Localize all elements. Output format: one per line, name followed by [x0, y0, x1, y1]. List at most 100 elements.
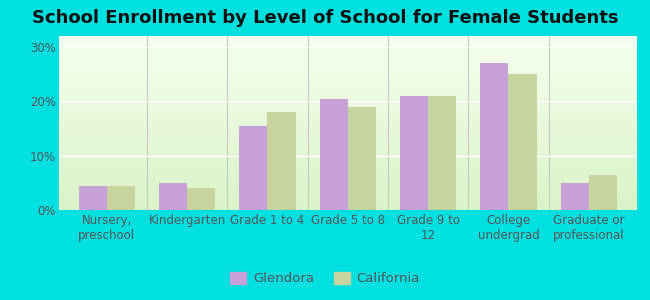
- Bar: [58, 101, 637, 102]
- Bar: [58, 52, 637, 53]
- Bar: [58, 92, 637, 93]
- Bar: [58, 85, 637, 86]
- Bar: [58, 193, 637, 194]
- Bar: [58, 198, 637, 199]
- Bar: [58, 167, 637, 168]
- Bar: [58, 65, 637, 66]
- Bar: [58, 119, 637, 120]
- Bar: [58, 145, 637, 146]
- Bar: [58, 162, 637, 163]
- Bar: [58, 56, 637, 57]
- Bar: [58, 128, 637, 129]
- Bar: [58, 132, 637, 133]
- Bar: [58, 50, 637, 51]
- Bar: [58, 171, 637, 172]
- Bar: [58, 199, 637, 200]
- Bar: [58, 76, 637, 77]
- Bar: [58, 203, 637, 204]
- Bar: [58, 209, 637, 210]
- Bar: [58, 67, 637, 68]
- Bar: [58, 178, 637, 179]
- Bar: [58, 77, 637, 78]
- Bar: [58, 62, 637, 63]
- Bar: [58, 125, 637, 126]
- Bar: [58, 36, 637, 37]
- Bar: [480, 63, 508, 210]
- Bar: [58, 197, 637, 198]
- Bar: [428, 96, 456, 210]
- Bar: [58, 118, 637, 119]
- Text: School Enrollment by Level of School for Female Students: School Enrollment by Level of School for…: [32, 9, 618, 27]
- Bar: [58, 196, 637, 197]
- Bar: [58, 88, 637, 89]
- Bar: [58, 104, 637, 105]
- Bar: [508, 74, 536, 210]
- Bar: [58, 194, 637, 195]
- Bar: [58, 175, 637, 176]
- Bar: [58, 78, 637, 79]
- Bar: [58, 102, 637, 103]
- Bar: [58, 117, 637, 118]
- Bar: [58, 94, 637, 95]
- Bar: [58, 81, 637, 82]
- Bar: [58, 73, 637, 74]
- Bar: [58, 148, 637, 149]
- Bar: [58, 55, 637, 56]
- Bar: [58, 86, 637, 87]
- Bar: [58, 133, 637, 134]
- Bar: [58, 60, 637, 61]
- Bar: [58, 158, 637, 159]
- Bar: [58, 165, 637, 166]
- Bar: [58, 57, 637, 58]
- Bar: [58, 114, 637, 115]
- Bar: [58, 139, 637, 140]
- Bar: [58, 149, 637, 150]
- Bar: [58, 147, 637, 148]
- Bar: [58, 177, 637, 178]
- Bar: [58, 96, 637, 97]
- Bar: [58, 84, 637, 85]
- Bar: [239, 126, 267, 210]
- Bar: [58, 138, 637, 139]
- Bar: [58, 183, 637, 184]
- Bar: [58, 68, 637, 69]
- Bar: [58, 41, 637, 42]
- Bar: [58, 187, 637, 188]
- Bar: [58, 137, 637, 138]
- Bar: [58, 202, 637, 203]
- Bar: [58, 172, 637, 173]
- Bar: [58, 124, 637, 125]
- Bar: [58, 135, 637, 136]
- Bar: [58, 153, 637, 154]
- Bar: [58, 154, 637, 155]
- Bar: [58, 108, 637, 109]
- Bar: [58, 45, 637, 46]
- Bar: [58, 146, 637, 147]
- Bar: [58, 120, 637, 121]
- Bar: [58, 43, 637, 44]
- Bar: [561, 183, 589, 210]
- Bar: [58, 176, 637, 177]
- Bar: [58, 150, 637, 151]
- Bar: [58, 152, 637, 153]
- Bar: [58, 38, 637, 39]
- Bar: [589, 175, 617, 210]
- Bar: [58, 206, 637, 207]
- Bar: [58, 140, 637, 141]
- Bar: [58, 122, 637, 123]
- Bar: [267, 112, 296, 210]
- Bar: [58, 188, 637, 189]
- Bar: [58, 186, 637, 187]
- Bar: [58, 71, 637, 72]
- Bar: [58, 58, 637, 59]
- Bar: [58, 195, 637, 196]
- Bar: [58, 192, 637, 193]
- Bar: [58, 170, 637, 171]
- Bar: [58, 190, 637, 191]
- Bar: [58, 129, 637, 130]
- Bar: [107, 185, 135, 210]
- Bar: [58, 48, 637, 49]
- Bar: [58, 116, 637, 117]
- Bar: [58, 205, 637, 206]
- Bar: [58, 160, 637, 161]
